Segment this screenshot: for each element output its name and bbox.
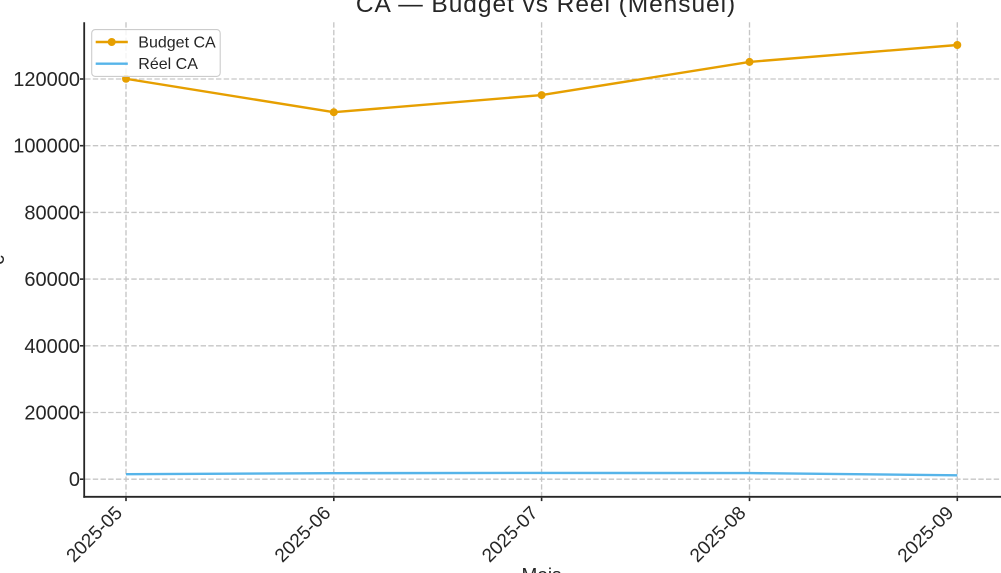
svg-text:100000: 100000 [13, 136, 80, 158]
svg-text:CA — Budget vs Réel (Mensuel): CA — Budget vs Réel (Mensuel) [356, 0, 736, 18]
svg-text:80000: 80000 [24, 202, 80, 224]
svg-text:Mois: Mois [521, 566, 561, 573]
svg-text:20000: 20000 [24, 403, 80, 425]
svg-text:€: € [0, 255, 9, 266]
svg-text:Budget CA: Budget CA [138, 35, 216, 52]
svg-text:40000: 40000 [24, 336, 80, 358]
svg-text:120000: 120000 [13, 69, 80, 91]
svg-text:60000: 60000 [24, 269, 80, 291]
svg-text:0: 0 [69, 469, 80, 491]
svg-text:Réel CA: Réel CA [138, 56, 198, 73]
